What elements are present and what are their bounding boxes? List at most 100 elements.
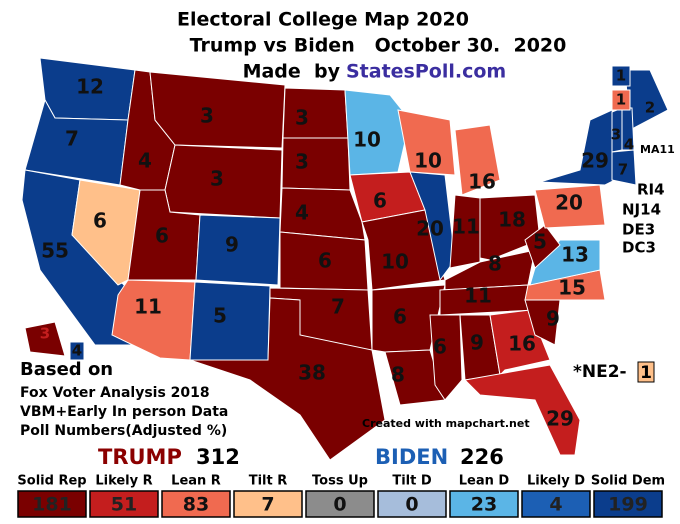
legend-box <box>377 490 447 518</box>
state-ev: 29 <box>546 407 574 431</box>
note: VBM+Early In person Data <box>20 404 228 420</box>
legend-name: Tilt R <box>249 474 288 489</box>
legend-count: 83 <box>183 494 209 516</box>
legend-name: Solid Rep <box>17 474 86 489</box>
biden-label: BIDEN <box>375 445 448 469</box>
state-ev: 8 <box>391 363 405 387</box>
state-ev: 4 <box>295 201 309 225</box>
small-label: MA11 <box>640 143 675 156</box>
title: Electoral College Map 2020 <box>177 9 469 31</box>
state-ev: 3 <box>611 126 621 144</box>
legend-count: 181 <box>32 494 72 516</box>
legend-count: 0 <box>333 494 346 516</box>
legend-name: Likely R <box>95 474 152 489</box>
legend-box <box>233 490 303 518</box>
state-ev: 16 <box>468 170 496 194</box>
state <box>282 87 349 139</box>
state <box>479 194 541 261</box>
state <box>397 109 456 176</box>
legend-name: Likely D <box>527 474 585 489</box>
state-ev: 6 <box>93 209 107 233</box>
states <box>21 57 669 461</box>
state-ev: 11 <box>464 284 492 308</box>
state-ev: 3 <box>210 167 224 191</box>
subtitle: Trump vs Biden October 30. 2020 <box>190 35 567 57</box>
small-label: DE3 <box>622 221 655 239</box>
legend-name: Toss Up <box>312 474 368 489</box>
trump-label: TRUMP <box>98 445 182 469</box>
legend-box <box>17 490 87 518</box>
state <box>611 65 631 87</box>
state-ev: 55 <box>41 239 69 263</box>
state-ev: 9 <box>225 233 239 257</box>
state <box>524 224 561 269</box>
state <box>611 89 631 111</box>
legend-count: 199 <box>608 494 648 516</box>
state <box>279 187 366 241</box>
legend-count: 4 <box>549 494 562 516</box>
state-ev: 8 <box>488 252 502 276</box>
legend-count: 0 <box>405 494 418 516</box>
state-ev: 16 <box>508 332 536 356</box>
legend-box <box>161 490 231 518</box>
state <box>463 364 581 456</box>
state-ev: 5 <box>213 304 227 328</box>
legend-name: Lean D <box>459 474 510 489</box>
legend-box <box>89 490 159 518</box>
legend-name: Tilt D <box>392 474 432 489</box>
state-ev: 3 <box>40 325 50 343</box>
state-ev: 3 <box>200 104 214 128</box>
state-ev: 1 <box>616 67 626 85</box>
state-ev: 11 <box>452 215 480 239</box>
state-ev: 4 <box>624 136 634 154</box>
state-ev: 6 <box>433 335 447 359</box>
trump-total: 312 <box>196 445 240 469</box>
legend-name: Solid Dem <box>591 474 665 489</box>
state-ev: 11 <box>134 295 162 319</box>
state <box>195 214 281 286</box>
made-by: Made by <box>243 61 341 83</box>
state <box>149 71 286 149</box>
state <box>24 321 66 357</box>
state-ev: 6 <box>373 189 387 213</box>
ne2-box <box>637 361 655 383</box>
state-ev: 2 <box>645 99 655 117</box>
legend-count: 7 <box>261 494 274 516</box>
ne2-label: *NE2- <box>573 362 627 382</box>
legend-box <box>521 490 591 518</box>
state-ev: 1 <box>616 91 626 109</box>
state-ev: 13 <box>561 243 589 267</box>
state <box>189 281 271 361</box>
legend-box <box>449 490 519 518</box>
state <box>344 89 411 176</box>
state-ev: 9 <box>546 307 560 331</box>
state-ev: 20 <box>416 217 444 241</box>
state-ev: 15 <box>558 276 586 300</box>
state-ev: 29 <box>581 149 609 173</box>
state-ev: 7 <box>65 127 79 151</box>
state <box>409 171 456 282</box>
small-label: RI4 <box>637 181 665 199</box>
legend-count: 23 <box>471 494 497 516</box>
legend-box <box>593 490 663 518</box>
legend: Solid Rep 181 Likely R 51 Lean R 83 Tilt R 7 Tos… <box>17 474 665 518</box>
biden-total: 226 <box>460 445 504 469</box>
state-ev: 4 <box>138 149 152 173</box>
state <box>111 279 196 361</box>
legend-name: Lean R <box>171 474 221 489</box>
state <box>164 144 283 219</box>
state-ev: 4 <box>72 342 82 360</box>
small-label: NJ14 <box>622 201 661 219</box>
state <box>444 249 536 291</box>
note: Poll Numbers(Adjusted %) <box>20 423 227 439</box>
state <box>281 137 351 191</box>
state-ev: 20 <box>555 191 583 215</box>
state-ev: 12 <box>76 75 104 99</box>
ne2-value: 1 <box>640 363 652 383</box>
state-ev: 7 <box>618 161 628 179</box>
totals: TRUMP 312 BIDEN 226 <box>98 445 504 469</box>
state <box>361 209 446 291</box>
state-ev: 6 <box>393 305 407 329</box>
